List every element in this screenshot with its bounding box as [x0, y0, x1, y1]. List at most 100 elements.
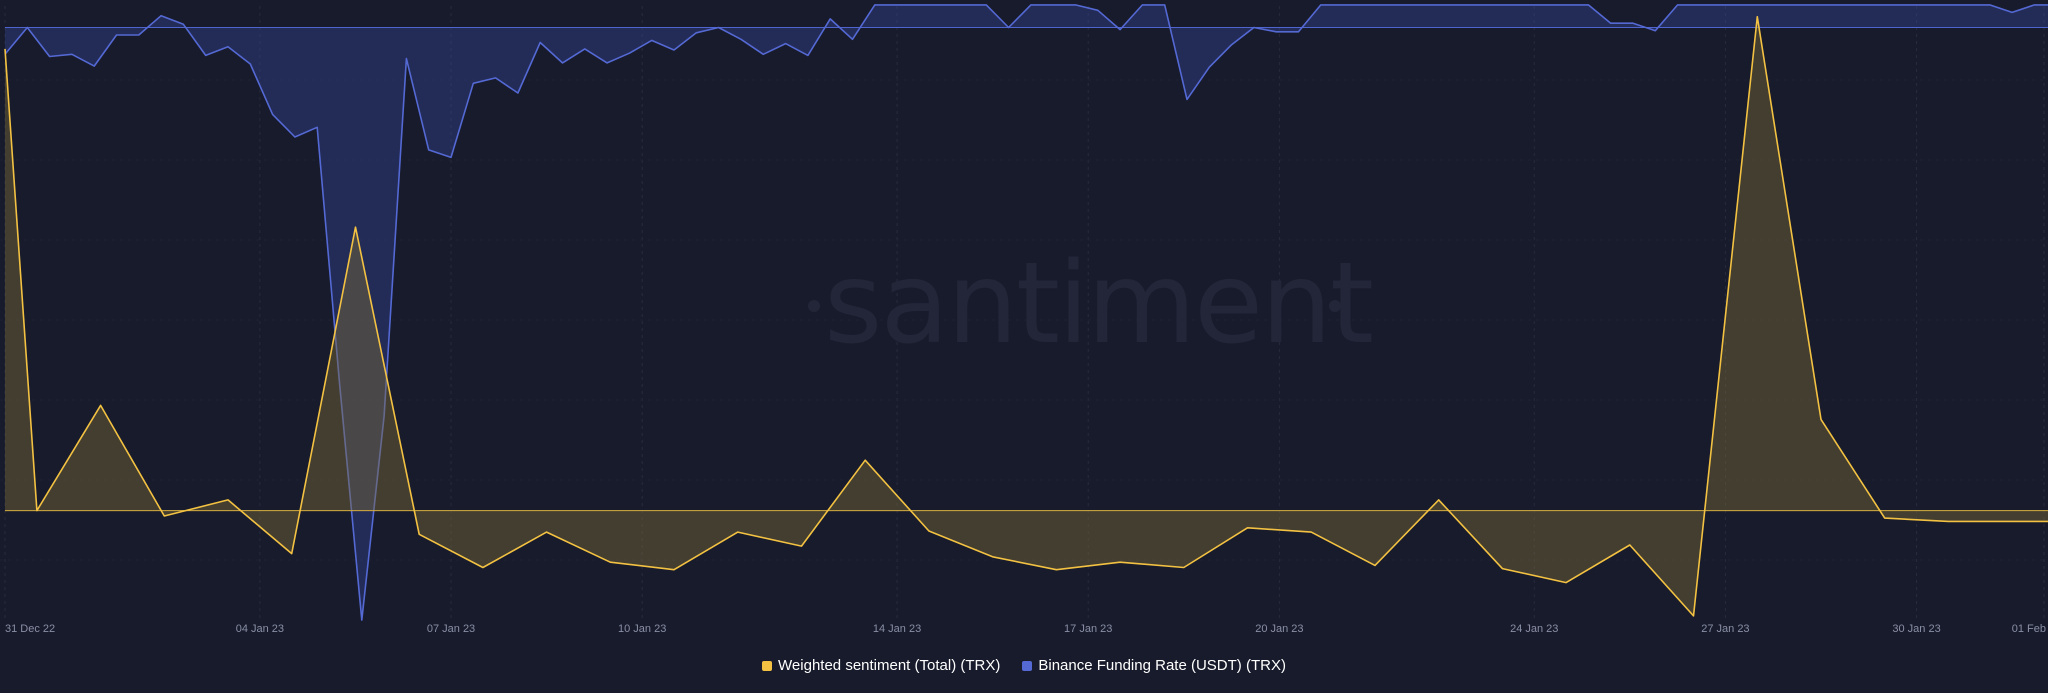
- funding-point[interactable]: [181, 22, 186, 27]
- funding-point[interactable]: [1341, 2, 1346, 7]
- funding-point[interactable]: [649, 38, 654, 43]
- sentiment-point[interactable]: [1882, 516, 1887, 521]
- funding-point[interactable]: [1296, 29, 1301, 34]
- funding-point[interactable]: [1720, 2, 1725, 7]
- funding-point[interactable]: [1051, 2, 1056, 7]
- funding-point[interactable]: [1742, 2, 1747, 7]
- funding-point[interactable]: [739, 37, 744, 42]
- funding-point[interactable]: [1006, 25, 1011, 30]
- funding-point[interactable]: [136, 33, 141, 38]
- sentiment-point[interactable]: [1564, 580, 1569, 585]
- funding-point[interactable]: [404, 56, 409, 61]
- funding-point[interactable]: [1274, 29, 1279, 34]
- funding-point[interactable]: [270, 112, 275, 117]
- sentiment-point[interactable]: [1309, 530, 1314, 535]
- sentiment-point[interactable]: [544, 530, 549, 535]
- sentiment-point[interactable]: [608, 560, 613, 565]
- funding-point[interactable]: [1898, 2, 1903, 7]
- sentiment-point[interactable]: [1054, 567, 1059, 572]
- funding-point[interactable]: [1430, 2, 1435, 7]
- funding-point[interactable]: [1073, 2, 1078, 7]
- sentiment-point[interactable]: [1946, 519, 1951, 524]
- sentiment-point[interactable]: [34, 508, 39, 513]
- funding-point[interactable]: [1920, 2, 1925, 7]
- funding-point[interactable]: [1474, 2, 1479, 7]
- funding-point[interactable]: [1519, 2, 1524, 7]
- funding-point[interactable]: [159, 13, 164, 18]
- funding-point[interactable]: [1140, 2, 1145, 7]
- funding-point[interactable]: [426, 147, 431, 152]
- sentiment-point[interactable]: [417, 532, 422, 537]
- funding-point[interactable]: [1251, 25, 1256, 30]
- funding-point[interactable]: [1831, 2, 1836, 7]
- sentiment-point[interactable]: [480, 565, 485, 570]
- funding-point[interactable]: [1987, 2, 1992, 7]
- sentiment-point[interactable]: [799, 544, 804, 549]
- funding-point[interactable]: [1363, 2, 1368, 7]
- funding-point[interactable]: [1564, 2, 1569, 7]
- sentiment-point[interactable]: [162, 514, 167, 519]
- sentiment-point[interactable]: [672, 567, 677, 572]
- funding-point[interactable]: [1876, 2, 1881, 7]
- funding-point[interactable]: [1497, 2, 1502, 7]
- funding-point[interactable]: [47, 54, 52, 59]
- funding-point[interactable]: [627, 51, 632, 56]
- funding-point[interactable]: [962, 2, 967, 7]
- sentiment-point[interactable]: [1181, 565, 1186, 570]
- sentiment-point[interactable]: [1118, 560, 1123, 565]
- funding-point[interactable]: [984, 2, 989, 7]
- sentiment-point[interactable]: [1436, 497, 1441, 502]
- funding-point[interactable]: [1118, 27, 1123, 32]
- funding-point[interactable]: [248, 62, 253, 67]
- funding-point[interactable]: [1854, 2, 1859, 7]
- sentiment-point[interactable]: [1627, 543, 1632, 548]
- sentiment-point[interactable]: [926, 529, 931, 534]
- funding-point[interactable]: [895, 2, 900, 7]
- funding-point[interactable]: [493, 75, 498, 80]
- sentiment-point[interactable]: [735, 530, 740, 535]
- sentiment-point[interactable]: [1245, 525, 1250, 530]
- funding-point[interactable]: [560, 60, 565, 65]
- funding-point[interactable]: [1207, 65, 1212, 70]
- funding-point[interactable]: [805, 53, 810, 58]
- funding-point[interactable]: [1229, 42, 1234, 47]
- funding-point[interactable]: [515, 91, 520, 96]
- funding-point[interactable]: [69, 52, 74, 57]
- funding-point[interactable]: [1452, 2, 1457, 7]
- funding-point[interactable]: [1408, 2, 1413, 7]
- funding-point[interactable]: [939, 2, 944, 7]
- funding-point[interactable]: [1764, 2, 1769, 7]
- funding-point[interactable]: [471, 81, 476, 86]
- legend-item-sentiment[interactable]: Weighted sentiment (Total) (TRX): [762, 657, 1000, 674]
- funding-point[interactable]: [1608, 21, 1613, 26]
- funding-point[interactable]: [1541, 2, 1546, 7]
- sentiment-point[interactable]: [3, 46, 8, 51]
- funding-point[interactable]: [1675, 2, 1680, 7]
- funding-point[interactable]: [449, 155, 454, 160]
- sentiment-point[interactable]: [1500, 566, 1505, 571]
- funding-point[interactable]: [694, 30, 699, 35]
- sentiment-point[interactable]: [863, 458, 868, 463]
- funding-point[interactable]: [538, 40, 543, 45]
- funding-point[interactable]: [1697, 2, 1702, 7]
- funding-point[interactable]: [1809, 2, 1814, 7]
- funding-point[interactable]: [2032, 2, 2037, 7]
- funding-point[interactable]: [359, 618, 364, 623]
- sentiment-point[interactable]: [1755, 14, 1760, 19]
- sentiment-point[interactable]: [2010, 519, 2015, 524]
- sentiment-point[interactable]: [98, 403, 103, 408]
- funding-point[interactable]: [783, 41, 788, 46]
- funding-point[interactable]: [226, 44, 231, 49]
- funding-point[interactable]: [582, 46, 587, 51]
- sentiment-point[interactable]: [1691, 613, 1696, 618]
- funding-point[interactable]: [203, 53, 208, 58]
- funding-point[interactable]: [92, 64, 97, 69]
- funding-point[interactable]: [1185, 97, 1190, 102]
- funding-point[interactable]: [1385, 2, 1390, 7]
- funding-point[interactable]: [2010, 10, 2015, 15]
- sentiment-point[interactable]: [353, 225, 358, 230]
- sentiment-point[interactable]: [226, 497, 231, 502]
- sentiment-point[interactable]: [289, 551, 294, 556]
- funding-point[interactable]: [25, 25, 30, 30]
- funding-point[interactable]: [1586, 2, 1591, 7]
